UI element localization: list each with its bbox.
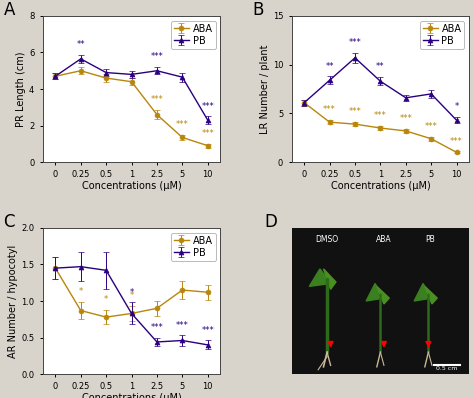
Text: ***: *** [151,323,164,332]
X-axis label: Concentrations (μM): Concentrations (μM) [330,181,430,191]
Text: ***: *** [201,326,214,335]
Polygon shape [377,287,389,304]
Y-axis label: PR Length (cm): PR Length (cm) [16,51,26,127]
Y-axis label: AR Number / hypocotyl: AR Number / hypocotyl [9,244,18,358]
Polygon shape [366,283,384,301]
Text: **: ** [76,40,85,49]
Text: *: * [104,295,108,304]
Polygon shape [425,287,437,304]
Legend: ABA, PB: ABA, PB [171,21,216,49]
Text: ***: *** [201,101,214,111]
Polygon shape [309,269,331,287]
Text: 0.5 cm: 0.5 cm [437,366,458,371]
Legend: ABA, PB: ABA, PB [420,21,465,49]
Text: ***: *** [425,122,438,131]
Text: **: ** [376,62,384,72]
Text: ABA: ABA [376,235,392,244]
Text: ***: *** [374,111,387,120]
Text: **: ** [325,62,334,70]
Text: ***: *** [151,52,164,61]
Text: ***: *** [151,95,164,104]
Text: ***: *** [176,320,189,330]
Polygon shape [323,269,336,289]
Text: ***: *** [348,107,361,116]
Text: DMSO: DMSO [316,235,338,244]
Text: ***: *** [323,105,336,114]
Text: *: * [455,102,459,111]
Text: ***: *** [400,114,412,123]
Text: ***: *** [176,120,189,129]
Legend: ABA, PB: ABA, PB [171,233,216,261]
Text: A: A [3,1,15,19]
Text: *: * [129,291,134,300]
Text: ***: *** [348,38,361,47]
Text: PB: PB [425,235,435,244]
Y-axis label: LR Number / plant: LR Number / plant [260,44,270,134]
Text: D: D [265,213,278,231]
X-axis label: Concentrations (μM): Concentrations (μM) [82,181,182,191]
Text: C: C [3,213,15,231]
Text: *: * [79,287,83,296]
Text: ***: *** [201,129,214,138]
Polygon shape [414,283,432,301]
X-axis label: Concentrations (μM): Concentrations (μM) [82,393,182,398]
Text: *: * [129,288,134,297]
Text: ***: *** [450,137,463,146]
Text: B: B [252,1,264,19]
